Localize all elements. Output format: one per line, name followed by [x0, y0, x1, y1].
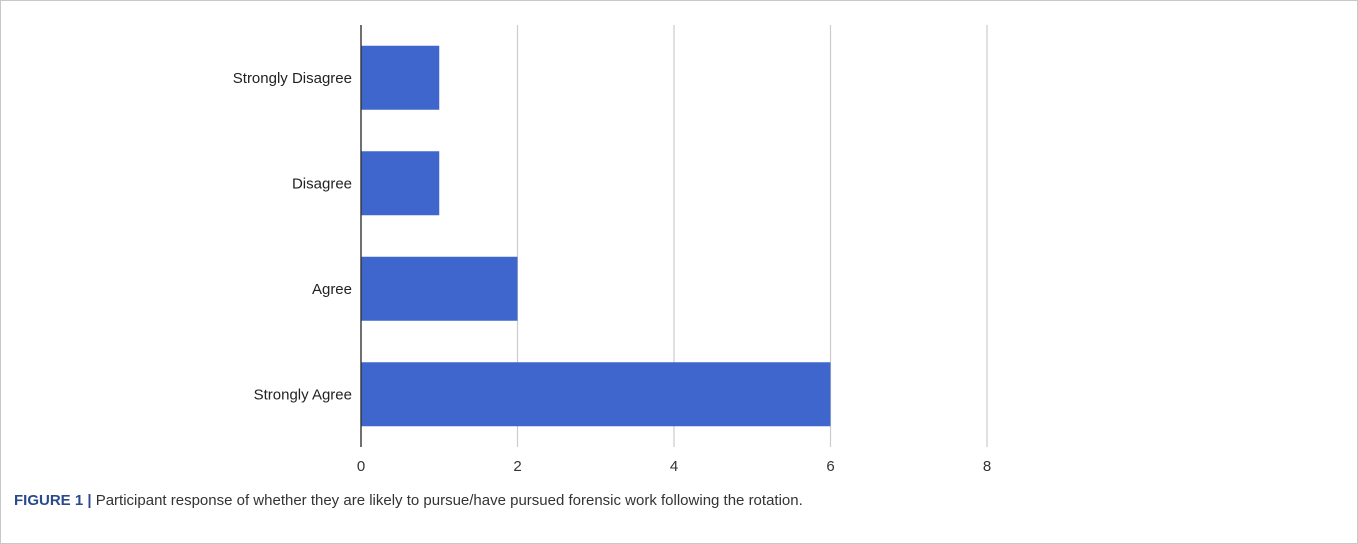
y-category-label: Strongly Agree — [254, 386, 352, 403]
bar — [361, 45, 440, 110]
bars — [361, 45, 831, 427]
bar — [361, 362, 831, 427]
labels: 0 2 4 6 8 Strongly Disagree Disagree Agree Stron… — [233, 70, 991, 475]
y-category-label: Disagree — [292, 175, 352, 192]
figure-caption: FIGURE 1 | Participant response of wheth… — [14, 492, 803, 509]
x-tick-label: 4 — [670, 458, 678, 475]
y-category-label: Agree — [312, 281, 352, 298]
x-tick-label: 2 — [513, 458, 521, 475]
x-tick-label: 0 — [357, 458, 365, 475]
bar-chart: 0 2 4 6 8 Strongly Disagree Disagree Agree Stron… — [233, 25, 991, 475]
y-category-label: Strongly Disagree — [233, 70, 352, 87]
figure-caption-label: FIGURE 1 | — [14, 492, 92, 509]
x-tick-label: 6 — [826, 458, 834, 475]
bar — [361, 151, 440, 216]
bar — [361, 256, 518, 321]
x-tick-label: 8 — [983, 458, 991, 475]
figure-caption-text: Participant response of whether they are… — [91, 492, 803, 509]
